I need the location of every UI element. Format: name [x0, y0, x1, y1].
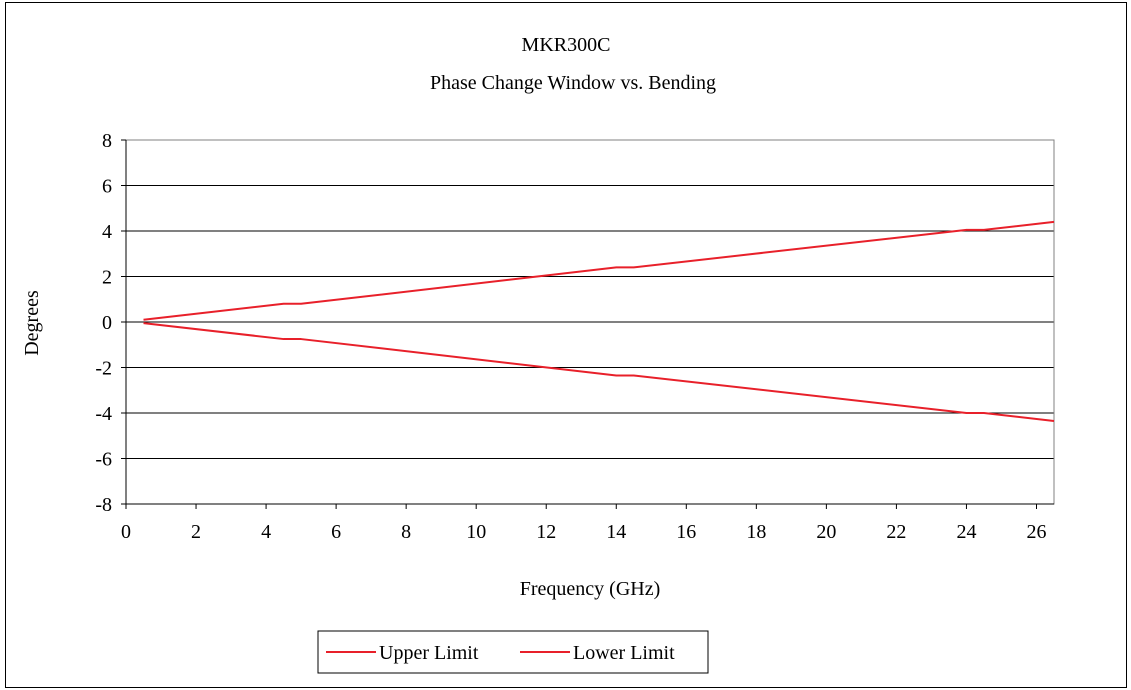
series-line-upper-limit: [143, 220, 1055, 321]
y-tick-label: -8: [95, 494, 112, 516]
legend: Upper Limit Lower Limit: [317, 630, 709, 674]
y-tick-label: -6: [95, 449, 112, 471]
y-axis-label: Degrees: [21, 290, 43, 356]
y-tick-label: -2: [95, 358, 112, 380]
x-tick-label: 26: [1026, 521, 1046, 543]
x-tick-label: 14: [606, 521, 626, 543]
x-tick-label: 8: [401, 521, 411, 543]
x-axis-label: Frequency (GHz): [520, 578, 661, 600]
chart-frame: MKR300C Phase Change Window vs. Bending …: [5, 2, 1127, 688]
x-tick-label: 10: [466, 521, 486, 543]
y-tick-label: 8: [102, 130, 112, 152]
x-tick-label: 6: [331, 521, 341, 543]
series-line-lower-limit: [143, 322, 1055, 422]
y-tick-label: 0: [102, 312, 112, 334]
x-tick-label: 2: [191, 521, 201, 543]
x-tick-label: 24: [956, 521, 976, 543]
x-tick-label: 0: [121, 521, 131, 543]
x-tick-label: 22: [886, 521, 906, 543]
y-tick-label: 4: [102, 221, 112, 243]
chart-subtitle: Phase Change Window vs. Bending: [430, 72, 716, 94]
chart-svg: MKR300C Phase Change Window vs. Bending …: [21, 34, 1055, 674]
chart-title: MKR300C: [522, 34, 611, 56]
x-tick-label: 4: [261, 521, 271, 543]
legend-label-upper-limit: Upper Limit: [379, 642, 479, 664]
x-tick-label: 18: [746, 521, 766, 543]
y-tick-label: 6: [102, 176, 112, 198]
x-tick-label: 16: [676, 521, 696, 543]
grid-layer: [126, 185, 1054, 459]
x-tick-label: 12: [536, 521, 556, 543]
series-layer: [143, 220, 1055, 422]
legend-label-lower-limit: Lower Limit: [573, 642, 675, 664]
y-tick-label: 2: [102, 267, 112, 289]
legend-box: [317, 630, 709, 674]
x-tick-label: 20: [816, 521, 836, 543]
y-tick-label: -4: [95, 403, 112, 425]
